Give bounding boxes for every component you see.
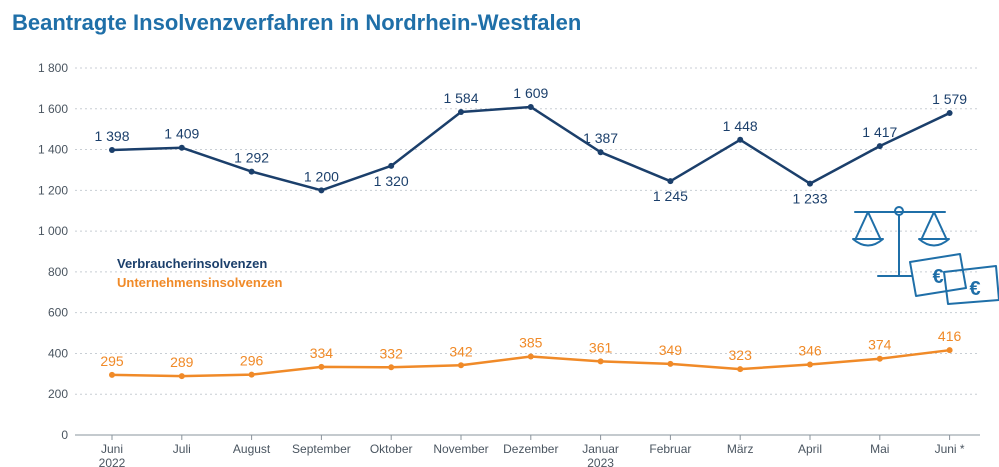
scales-with-euro-notes-icon: €€ bbox=[852, 206, 999, 305]
data-label: 1 200 bbox=[304, 168, 339, 184]
x-tick-label: Dezember bbox=[503, 442, 558, 456]
x-tick-label: Juni * bbox=[935, 442, 965, 456]
y-tick-label: 600 bbox=[48, 306, 68, 320]
data-label: 1 292 bbox=[234, 150, 269, 166]
y-axis-ticks: 0 200 400 600 800 1 000 1 200 1 400 1 600 1 800 bbox=[38, 61, 68, 442]
data-label: 374 bbox=[868, 337, 892, 353]
scale-left-strings bbox=[855, 211, 881, 239]
y-tick-label: 1 200 bbox=[38, 183, 68, 197]
y-tick-label: 0 bbox=[61, 428, 68, 442]
y-tick-label: 1 800 bbox=[38, 61, 68, 75]
x-tick-label: Juni bbox=[101, 442, 123, 456]
data-point bbox=[946, 347, 953, 354]
data-label: 342 bbox=[449, 343, 473, 359]
data-point bbox=[318, 187, 325, 194]
y-tick-label: 800 bbox=[48, 265, 68, 279]
data-label: 416 bbox=[938, 328, 962, 344]
x-tick-label: August bbox=[233, 442, 271, 456]
x-tick-label: März bbox=[727, 442, 754, 456]
data-point bbox=[458, 109, 464, 116]
x-tick-label: Januar bbox=[582, 442, 619, 456]
x-tick-label: Oktober bbox=[370, 442, 413, 456]
data-point bbox=[178, 373, 185, 380]
data-label: 1 233 bbox=[792, 191, 827, 207]
data-point bbox=[109, 371, 115, 378]
data-label: 1 398 bbox=[94, 128, 129, 144]
data-point bbox=[946, 110, 953, 117]
data-label: 1 609 bbox=[513, 85, 548, 101]
x-tick-label: Juli bbox=[173, 442, 191, 456]
x-tick-label: April bbox=[798, 442, 822, 456]
data-point bbox=[597, 149, 604, 156]
data-label: 289 bbox=[170, 354, 194, 370]
chart-title: Beantragte Insolvenzverfahren in Nordrhe… bbox=[12, 10, 582, 35]
data-point bbox=[388, 364, 395, 371]
data-point bbox=[318, 363, 325, 370]
data-point bbox=[527, 103, 534, 110]
scale-right-strings bbox=[921, 211, 947, 239]
data-label: 346 bbox=[798, 342, 822, 358]
gridlines bbox=[75, 67, 980, 436]
euro-symbol: € bbox=[969, 278, 980, 300]
data-label: 1 245 bbox=[653, 188, 688, 204]
data-label: 296 bbox=[240, 353, 264, 369]
data-point bbox=[597, 358, 604, 365]
data-point bbox=[458, 362, 464, 369]
euro-note-front bbox=[943, 265, 999, 305]
data-point bbox=[807, 180, 813, 187]
x-tick-year-label: 2022 bbox=[99, 456, 126, 467]
data-point bbox=[876, 143, 883, 150]
data-point bbox=[388, 162, 395, 169]
legend: Verbraucherinsolvenzen Unternehmensinsolv… bbox=[117, 256, 282, 290]
y-tick-label: 400 bbox=[48, 346, 68, 360]
data-point bbox=[807, 361, 813, 368]
y-tick-label: 200 bbox=[48, 387, 68, 401]
data-point bbox=[109, 146, 115, 153]
data-label: 295 bbox=[100, 353, 124, 369]
data-point bbox=[667, 178, 674, 185]
y-tick-label: 1 600 bbox=[38, 102, 68, 116]
data-label: 332 bbox=[380, 345, 404, 361]
data-point bbox=[737, 136, 744, 143]
series-group: 1 398 1 409 1 292 1 200 1 320 1 584 1 609 1 387… bbox=[94, 85, 967, 380]
x-tick-label: Mai bbox=[870, 442, 889, 456]
data-label: 1 409 bbox=[164, 126, 199, 142]
data-point bbox=[737, 366, 744, 373]
x-tick-year-label: 2023 bbox=[587, 456, 614, 467]
data-point bbox=[248, 371, 255, 378]
y-tick-label: 1 400 bbox=[38, 143, 68, 157]
legend-entry: Unternehmensinsolvenzen bbox=[117, 275, 282, 290]
data-point bbox=[876, 355, 883, 362]
data-label: 334 bbox=[310, 345, 334, 361]
scale-left-pan bbox=[852, 238, 884, 247]
x-tick-label: November bbox=[433, 442, 488, 456]
y-tick-label: 1 000 bbox=[38, 224, 68, 238]
x-tick-label: Februar bbox=[649, 442, 691, 456]
data-label: 1 417 bbox=[862, 124, 897, 140]
data-label: 385 bbox=[519, 335, 543, 351]
data-label: 1 320 bbox=[374, 173, 409, 189]
data-point bbox=[248, 168, 255, 175]
data-label: 323 bbox=[729, 347, 753, 363]
data-point bbox=[178, 144, 185, 151]
legend-entry: Verbraucherinsolvenzen bbox=[117, 256, 267, 271]
data-label: 349 bbox=[659, 342, 683, 358]
data-label: 1 584 bbox=[443, 90, 478, 106]
euro-note-back bbox=[909, 253, 967, 297]
data-label: 1 387 bbox=[583, 130, 618, 146]
data-point bbox=[667, 360, 674, 367]
data-label: 1 448 bbox=[723, 118, 758, 134]
euro-symbol: € bbox=[932, 266, 943, 288]
data-label: 1 579 bbox=[932, 91, 967, 107]
x-tick-label: September bbox=[292, 442, 351, 456]
data-point bbox=[527, 353, 534, 360]
scale-right-pan bbox=[918, 238, 950, 247]
data-label: 361 bbox=[589, 339, 613, 355]
